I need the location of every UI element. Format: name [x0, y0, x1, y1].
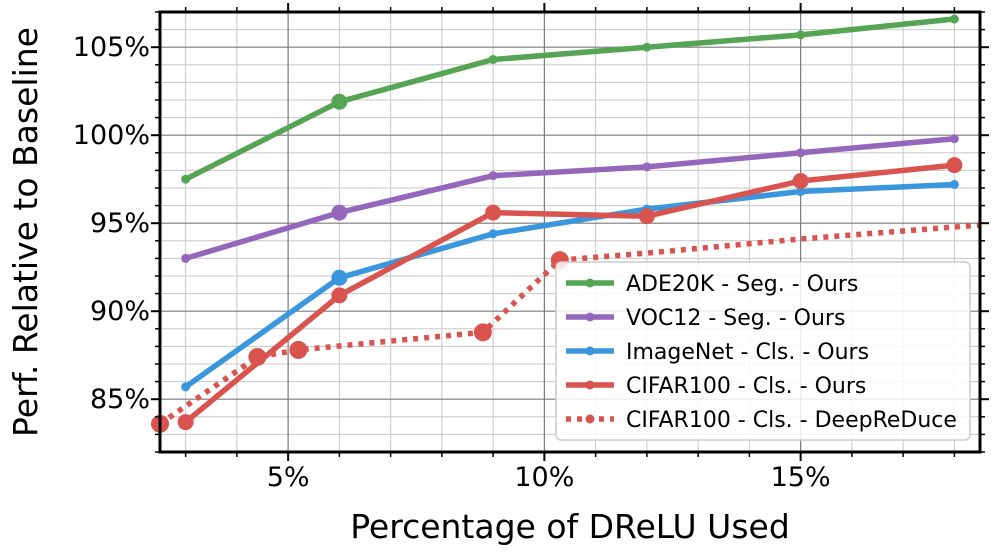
- data-point: [488, 171, 498, 181]
- legend-swatch-marker: [585, 312, 595, 322]
- data-point: [638, 208, 655, 225]
- legend-swatch-marker: [585, 346, 595, 356]
- data-point: [796, 148, 806, 158]
- series-line: [182, 162, 958, 425]
- series-0: [181, 14, 959, 184]
- legend-box: [555, 261, 971, 441]
- data-point: [331, 287, 348, 304]
- tick-label-layer: 5% 10% 15% 85% 90% 95% 100% 105%: [73, 32, 831, 493]
- legend-label: ADE20K - Seg. - Ours: [626, 272, 858, 297]
- y-tick-label: 90%: [90, 296, 150, 327]
- data-point: [642, 42, 652, 52]
- legend-label: ImageNet - Cls. - Ours: [626, 340, 869, 365]
- data-point: [946, 157, 963, 174]
- legend-label: VOC12 - Seg. - Ours: [626, 306, 845, 331]
- data-point: [796, 187, 806, 197]
- data-point: [488, 229, 498, 239]
- series-line: [182, 16, 958, 182]
- series-line: [182, 135, 958, 262]
- legend-label: CIFAR100 - Cls. - DeepReDuce: [626, 408, 957, 433]
- data-point: [485, 204, 502, 221]
- x-tick-label: 10%: [514, 462, 574, 493]
- legend-swatch-marker: [585, 414, 595, 424]
- legend: ADE20K - Seg. - Ours VOC12 - Seg. - Ours I…: [555, 261, 971, 441]
- y-tick-label: 85%: [90, 384, 150, 415]
- x-axis-title: Percentage of DReLU Used: [350, 507, 790, 546]
- data-point: [949, 134, 959, 144]
- frame-layer: [151, 3, 989, 461]
- y-tick-label: 95%: [90, 208, 150, 239]
- plot-frame: [158, 10, 982, 454]
- data-point: [181, 382, 191, 392]
- series-1: [181, 134, 959, 263]
- data-point: [796, 30, 806, 40]
- series-3: [177, 157, 963, 431]
- data-point: [331, 204, 348, 221]
- data-point: [792, 172, 809, 189]
- data-point: [248, 347, 267, 366]
- data-point: [949, 14, 959, 24]
- y-tick-label: 105%: [73, 32, 150, 63]
- legend-label: CIFAR100 - Cls. - Ours: [626, 374, 866, 399]
- data-point: [642, 162, 652, 172]
- data-point: [331, 269, 348, 286]
- y-axis-title: Perf. Relative to Baseline: [6, 27, 45, 437]
- data-point: [331, 93, 348, 110]
- data-point: [488, 55, 498, 65]
- data-point: [949, 179, 959, 189]
- data-point: [177, 414, 194, 431]
- series-line: [182, 181, 958, 390]
- data-point: [181, 253, 191, 263]
- legend-swatch-marker: [585, 380, 595, 390]
- legend-swatch-marker: [585, 278, 595, 288]
- data-point: [181, 174, 191, 184]
- y-tick-label: 100%: [73, 120, 150, 151]
- x-tick-label: 5%: [267, 462, 310, 493]
- x-tick-label: 15%: [771, 462, 831, 493]
- data-point: [289, 340, 308, 359]
- data-point: [473, 323, 492, 342]
